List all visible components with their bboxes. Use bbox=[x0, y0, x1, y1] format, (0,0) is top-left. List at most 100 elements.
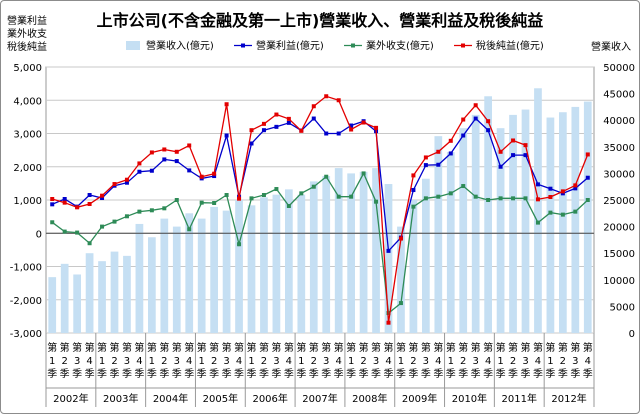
quarter-label-char: 4 bbox=[86, 356, 92, 367]
series-marker bbox=[486, 128, 491, 133]
series-marker bbox=[100, 193, 105, 198]
series-marker bbox=[386, 320, 391, 325]
quarter-label-char: 1 bbox=[248, 356, 254, 367]
quarter-label-char: 季 bbox=[321, 368, 331, 380]
quarter-label-char: 季 bbox=[197, 368, 207, 380]
series-marker bbox=[336, 194, 341, 199]
series-marker bbox=[324, 94, 329, 99]
series-marker bbox=[573, 209, 578, 214]
year-label: 2004年 bbox=[153, 392, 188, 405]
quarter-label-char: 季 bbox=[458, 368, 468, 380]
series-marker bbox=[237, 196, 242, 201]
quarter-label-char: 季 bbox=[209, 368, 219, 380]
quarter-label-char: 2 bbox=[311, 356, 317, 367]
series-marker bbox=[274, 187, 279, 192]
quarter-label-char: 3 bbox=[74, 356, 80, 367]
year-label: 2003年 bbox=[103, 392, 138, 405]
series-marker bbox=[374, 199, 379, 204]
quarter-label-char: 季 bbox=[271, 368, 281, 380]
right-tick-label: 5000 bbox=[610, 302, 635, 313]
quarter-label-char: 第 bbox=[184, 341, 194, 354]
series-marker bbox=[174, 198, 179, 202]
series-marker bbox=[436, 149, 441, 154]
quarter-label-char: 3 bbox=[174, 356, 180, 367]
right-tick-label: 50000 bbox=[603, 63, 635, 74]
revenue-bar bbox=[409, 200, 418, 333]
quarter-label-char: 1 bbox=[49, 356, 55, 367]
series-marker bbox=[511, 153, 516, 158]
revenue-bars bbox=[48, 88, 592, 334]
series-marker bbox=[62, 197, 67, 202]
revenue-bar bbox=[496, 128, 505, 333]
quarter-label-char: 第 bbox=[172, 341, 182, 354]
quarter-label-char: 2 bbox=[460, 356, 466, 367]
series-marker bbox=[224, 133, 229, 138]
series-marker bbox=[124, 180, 129, 185]
legend-label: 業外收支(億元) bbox=[366, 39, 434, 52]
right-tick-label: 10000 bbox=[603, 276, 635, 287]
quarter-label-char: 2 bbox=[111, 356, 117, 367]
series-marker bbox=[75, 230, 80, 235]
quarter-label-char: 第 bbox=[296, 341, 306, 354]
quarter-label-char: 季 bbox=[110, 368, 120, 380]
quarter-label-char: 季 bbox=[60, 368, 70, 380]
quarter-label-char: 第 bbox=[85, 341, 95, 354]
left-tick-label: 4,000 bbox=[13, 96, 42, 107]
quarter-label-char: 季 bbox=[122, 368, 132, 380]
quarter-label-char: 3 bbox=[522, 356, 528, 367]
left-tick-label: 5,000 bbox=[13, 63, 42, 74]
series-marker bbox=[100, 196, 105, 201]
series-marker bbox=[523, 153, 528, 158]
series-marker bbox=[386, 248, 391, 253]
quarter-label-char: 第 bbox=[533, 341, 543, 354]
series-marker bbox=[286, 116, 291, 121]
series-marker bbox=[511, 196, 516, 201]
series-marker bbox=[199, 174, 204, 179]
legend-label: 稅後純益(億元) bbox=[476, 39, 544, 52]
series-marker bbox=[187, 227, 192, 232]
x-axis-labels: 第1季第2季第3季第4季第1季第2季第3季第4季第1季第2季第3季第4季第1季第… bbox=[45, 333, 595, 407]
series-marker bbox=[124, 214, 129, 219]
series-marker bbox=[212, 200, 217, 205]
quarter-label-char: 2 bbox=[360, 356, 366, 367]
revenue-bar bbox=[583, 101, 592, 333]
legend: 營業收入(億元) 營業利益(億元) 業外收支(億元) 稅後純益(億元) bbox=[126, 39, 544, 52]
quarter-label-char: 季 bbox=[533, 368, 543, 380]
quarter-label-char: 第 bbox=[309, 341, 319, 354]
quarter-label-char: 第 bbox=[147, 341, 157, 354]
revenue-bar bbox=[309, 181, 318, 333]
quarter-label-char: 1 bbox=[298, 356, 304, 367]
left-tick-label: 0 bbox=[36, 229, 42, 240]
series-marker bbox=[149, 150, 154, 155]
quarter-label-char: 季 bbox=[159, 368, 169, 380]
quarter-label-char: 季 bbox=[583, 368, 593, 380]
quarter-label-char: 第 bbox=[558, 341, 568, 354]
revenue-bar bbox=[471, 114, 480, 333]
series-marker bbox=[448, 151, 453, 156]
quarter-label-char: 季 bbox=[521, 368, 531, 380]
quarter-label-char: 第 bbox=[159, 341, 169, 354]
quarter-label-char: 4 bbox=[286, 356, 292, 367]
quarter-label-char: 季 bbox=[234, 368, 244, 380]
series-marker bbox=[286, 120, 291, 125]
revenue-bar bbox=[272, 194, 281, 333]
quarter-label-char: 第 bbox=[321, 341, 331, 354]
revenue-bar bbox=[172, 226, 181, 333]
quarter-label-char: 第 bbox=[234, 341, 244, 354]
quarter-label-char: 1 bbox=[448, 356, 454, 367]
quarter-label-char: 季 bbox=[471, 368, 481, 380]
chart-title: 上市公司(不含金融及第一上市)營業收入、營業利益及稅後純益 bbox=[97, 11, 544, 30]
legend-swatch-marker bbox=[351, 43, 355, 48]
quarter-label-char: 季 bbox=[172, 368, 182, 380]
series-marker bbox=[75, 205, 80, 210]
series-marker bbox=[448, 191, 453, 196]
quarter-label-char: 季 bbox=[396, 368, 406, 380]
quarter-label-char: 第 bbox=[359, 341, 369, 354]
legend-swatch-marker bbox=[241, 43, 245, 48]
quarter-label-char: 1 bbox=[198, 356, 204, 367]
series-marker bbox=[324, 131, 329, 136]
series-marker bbox=[187, 143, 192, 148]
series-marker bbox=[374, 125, 379, 130]
